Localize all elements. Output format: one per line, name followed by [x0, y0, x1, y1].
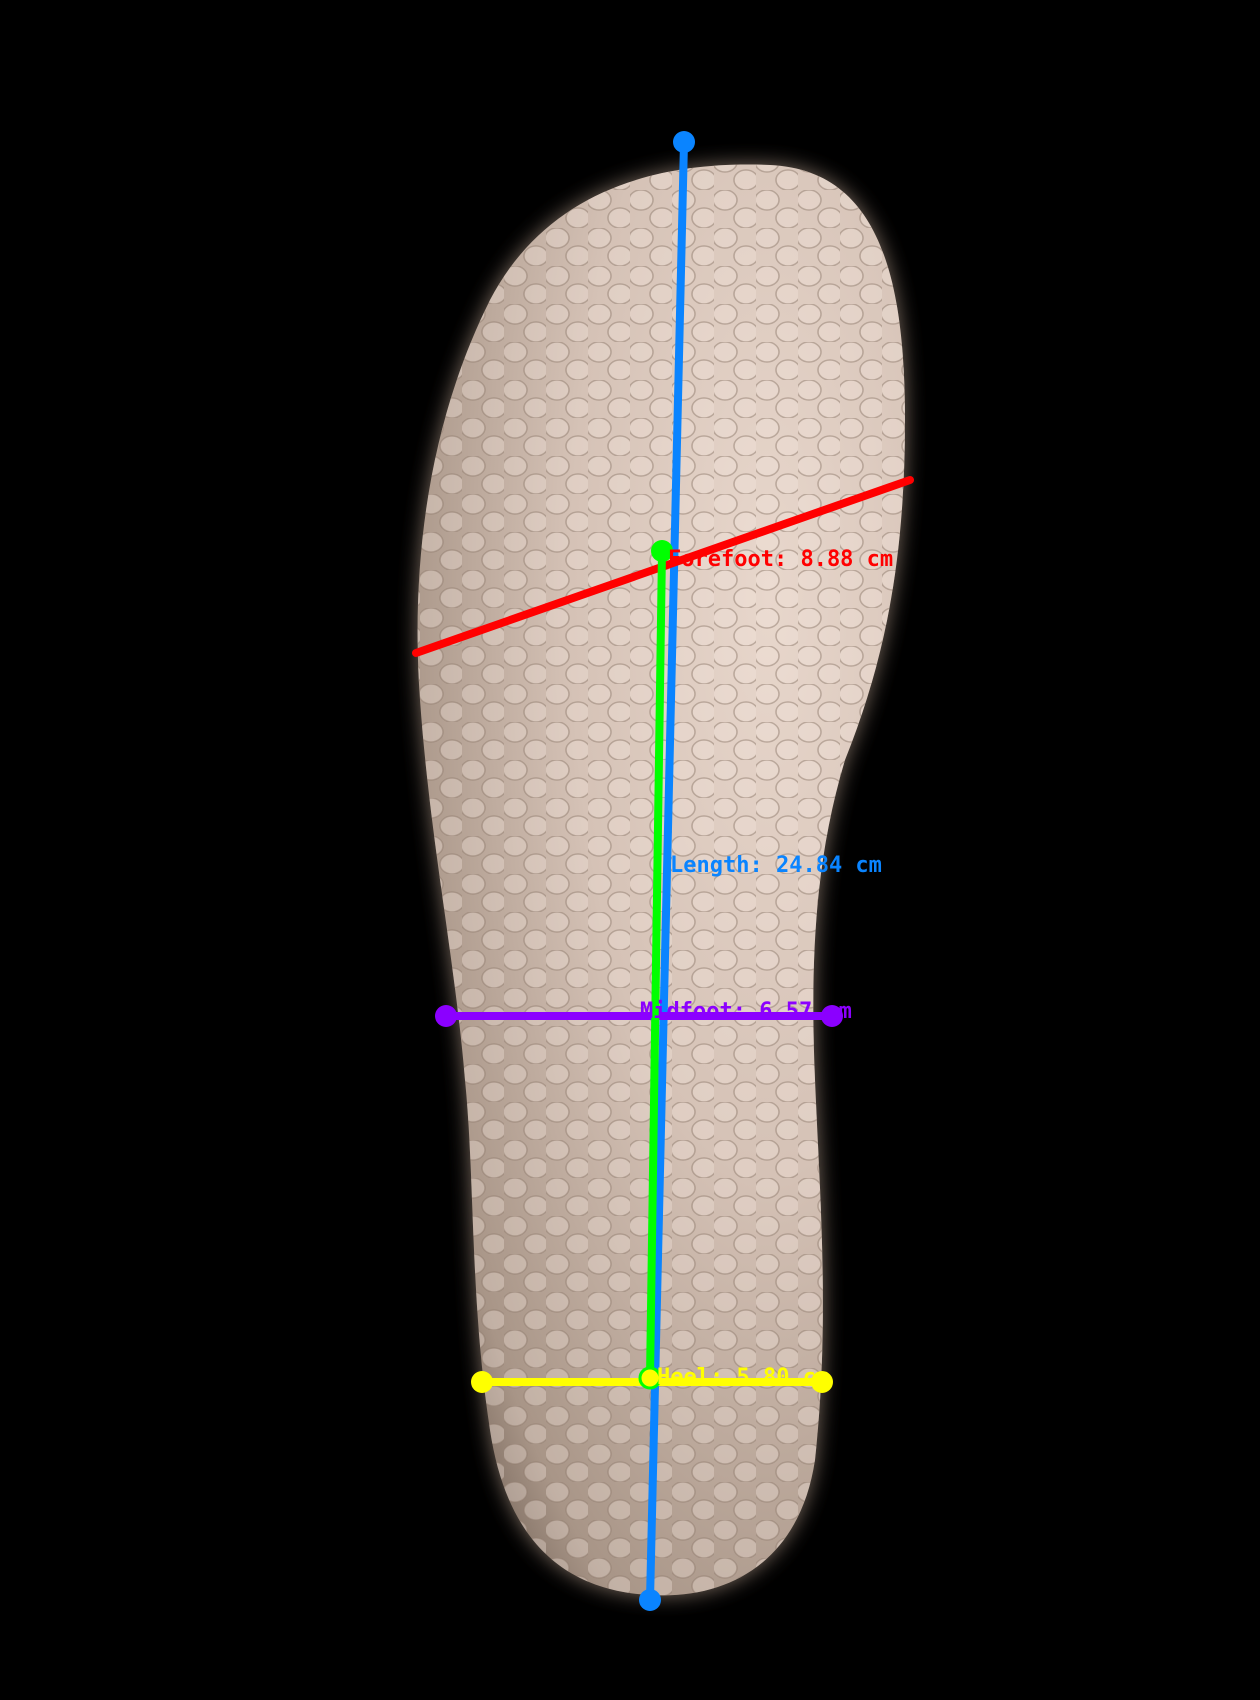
heel-endpoint-right — [811, 1371, 833, 1393]
midfoot-label: Midfoot: 6.57 cm — [640, 999, 852, 1024]
length-measurement — [639, 131, 695, 1611]
length-endpoint-top — [673, 131, 695, 153]
forefoot-label: Forefoot: 8.88 cm — [668, 547, 893, 572]
length-line — [646, 138, 688, 1604]
heel-endpoint-left — [471, 1371, 493, 1393]
length-endpoint-bottom — [639, 1589, 661, 1611]
heel-label: Heel: 5.80 cm — [657, 1365, 829, 1390]
midfoot-measurement — [435, 1005, 843, 1027]
arch-endpoint-bottom — [638, 1366, 662, 1390]
length-label: Length: 24.84 cm — [670, 853, 882, 878]
arch-endpoint-top — [651, 540, 673, 562]
midfoot-endpoint-right — [821, 1005, 843, 1027]
arch-measurement — [638, 540, 673, 1390]
midfoot-endpoint-left — [435, 1005, 457, 1027]
arch-line — [646, 547, 666, 1382]
